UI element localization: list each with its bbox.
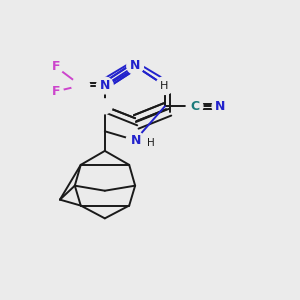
Circle shape <box>186 98 203 115</box>
Text: F: F <box>52 60 60 73</box>
Circle shape <box>126 131 144 149</box>
Text: H: H <box>147 138 155 148</box>
Text: N: N <box>131 134 141 147</box>
Text: N: N <box>100 79 110 92</box>
Text: H: H <box>160 80 168 91</box>
Circle shape <box>48 84 63 99</box>
Text: N: N <box>130 59 140 72</box>
Circle shape <box>98 99 112 114</box>
Circle shape <box>97 77 113 94</box>
Circle shape <box>72 76 90 94</box>
Text: C: C <box>190 100 199 113</box>
Circle shape <box>48 59 63 74</box>
Text: F: F <box>52 85 60 98</box>
Text: N: N <box>215 100 226 113</box>
Circle shape <box>156 76 174 94</box>
Circle shape <box>127 58 143 74</box>
Circle shape <box>212 98 229 115</box>
